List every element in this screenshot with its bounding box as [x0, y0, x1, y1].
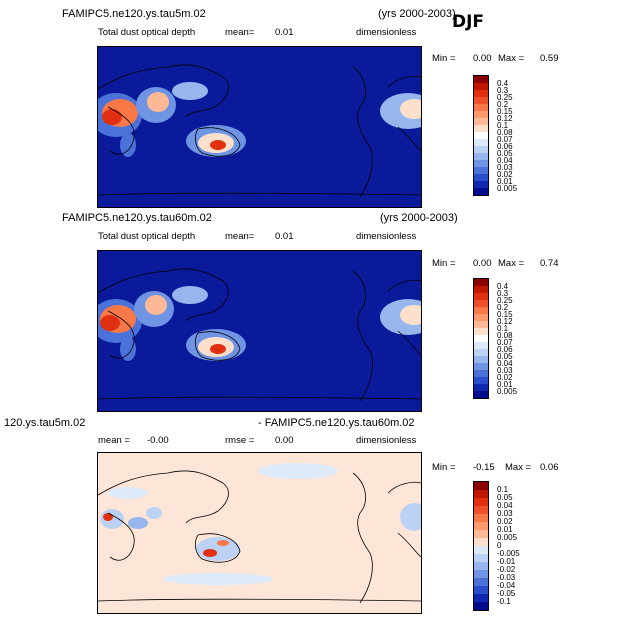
- panel2-dust-field: [98, 286, 421, 361]
- panel3-cbar-label: -0.05: [497, 589, 516, 598]
- panel2-cbar-label: 0.005: [497, 387, 518, 396]
- panel3-units: dimensionless: [356, 435, 417, 446]
- panel3-rmse-value: 0.00: [275, 435, 294, 446]
- panel3-map: [97, 452, 422, 614]
- panel1-min-label: Min =: [432, 53, 456, 64]
- panel3-cbar-label: -0.1: [497, 597, 511, 606]
- panel1-map: [97, 46, 422, 208]
- panel1-cbar-label: 0.04: [497, 156, 513, 165]
- panel3-cbar-label: 0.02: [497, 517, 513, 526]
- panel2-cbar-label: 0.1: [497, 324, 509, 333]
- panel3-mean-value: -0.00: [147, 435, 169, 446]
- panel2-run-label: FAMIPC5.ne120.ys.tau60m.02: [62, 212, 212, 224]
- panel1-units: dimensionless: [356, 27, 417, 38]
- panel2-cbar-label: 0.05: [497, 352, 513, 361]
- panel1-cbar-label: 0.4: [497, 79, 509, 88]
- panel2-cbar-label: 0.06: [497, 345, 513, 354]
- panel2-cbar-label: 0.02: [497, 373, 513, 382]
- panel2-max-label: Max =: [498, 258, 525, 269]
- panel1-cbar-label: 0.05: [497, 149, 513, 158]
- panel3-cbar-label: -0.01: [497, 557, 516, 566]
- panel1-cbar-label: 0.02: [497, 170, 513, 179]
- panel1-mean-value: 0.01: [275, 27, 294, 38]
- panel2-cbar-label: 0.3: [497, 289, 509, 298]
- panel3-diff-field: [100, 463, 421, 585]
- panel2-cbar-label: 0.01: [497, 380, 513, 389]
- panel1-run-label: FAMIPC5.ne120.ys.tau5m.02: [62, 8, 206, 20]
- panel2-map: [97, 250, 422, 412]
- panel3-run-label: 120.ys.tau5m.02: [4, 417, 86, 429]
- panel2-variable: Total dust optical depth: [98, 231, 196, 242]
- panel3-cbar-label: 0.005: [497, 533, 518, 542]
- panel1-max-value: 0.59: [540, 53, 559, 64]
- panel1-variable: Total dust optical depth: [98, 27, 196, 38]
- panel3-cbar-label: -0.02: [497, 565, 516, 574]
- panel1-cbar-label: 0.1: [497, 121, 509, 130]
- panel3-cbar-label: 0.1: [497, 485, 509, 494]
- panel1-cbar-label: 0.07: [497, 135, 513, 144]
- panel2-cbar-label: 0.07: [497, 338, 513, 347]
- panel2-cbar-label: 0.25: [497, 296, 513, 305]
- panel3-max-value: 0.06: [540, 462, 559, 473]
- panel2-cbar-label: 0.08: [497, 331, 513, 340]
- panel2-cbar-label: 0.04: [497, 359, 513, 368]
- panel2-years: (yrs 2000-2003): [380, 212, 458, 224]
- panel2-min-label: Min =: [432, 258, 456, 269]
- panel3-cbar-label: 0.01: [497, 525, 513, 534]
- panel2-coastlines: [98, 268, 421, 402]
- panel3-min-label: Min =: [432, 462, 456, 473]
- panel1-cbar-label: 0.06: [497, 142, 513, 151]
- panel3-diff-label: - FAMIPC5.ne120.ys.tau60m.02: [258, 417, 415, 429]
- panel2-cbar-label: 0.4: [497, 282, 509, 291]
- panel1-cbar-label: 0.2: [497, 100, 509, 109]
- panel3-mean-label: mean =: [98, 435, 130, 446]
- panel2-units: dimensionless: [356, 231, 417, 242]
- panel1-years: (yrs 2000-2003): [378, 8, 456, 20]
- panel1-mean-label: mean=: [225, 27, 255, 38]
- panel1-cbar-label: 0.01: [497, 177, 513, 186]
- panel3-colorbar: [473, 481, 489, 611]
- panel1-colorbar: [473, 75, 489, 196]
- panel3-max-label: Max =: [505, 462, 532, 473]
- panel3-cbar-label: -0.04: [497, 581, 516, 590]
- panel3-rmse-label: rmse =: [225, 435, 255, 446]
- panel2-colorbar: [473, 278, 489, 399]
- panel1-min-value: 0.00: [473, 53, 492, 64]
- season-label: DJF: [452, 12, 485, 32]
- panel1-cbar-label: 0.25: [497, 93, 513, 102]
- panel2-cbar-label: 0.2: [497, 303, 509, 312]
- panel3-min-value: -0.15: [473, 462, 495, 473]
- panel1-max-label: Max =: [498, 53, 525, 64]
- panel3-cbar-label: 0.03: [497, 509, 513, 518]
- panel2-cbar-label: 0.12: [497, 317, 513, 326]
- panel3-cbar-label: -0.03: [497, 573, 516, 582]
- panel2-mean-label: mean=: [225, 231, 255, 242]
- panel3-cbar-label: -0.005: [497, 549, 520, 558]
- panel3-cbar-label: 0.05: [497, 493, 513, 502]
- panel1-cbar-label: 0.15: [497, 107, 513, 116]
- panel1-cbar-label: 0.03: [497, 163, 513, 172]
- panel1-coastlines: [98, 64, 421, 198]
- panel1-cbar-label: 0.12: [497, 114, 513, 123]
- panel3-cbar-label: 0: [497, 541, 502, 550]
- panel2-max-value: 0.74: [540, 258, 559, 269]
- panel2-cbar-label: 0.03: [497, 366, 513, 375]
- panel1-cbar-label: 0.005: [497, 184, 518, 193]
- panel1-cbar-label: 0.08: [497, 128, 513, 137]
- panel3-cbar-label: 0.04: [497, 501, 513, 510]
- panel1-cbar-label: 0.3: [497, 86, 509, 95]
- panel2-cbar-label: 0.15: [497, 310, 513, 319]
- panel2-min-value: 0.00: [473, 258, 492, 269]
- panel3-coastlines: [98, 470, 421, 604]
- panel2-mean-value: 0.01: [275, 231, 294, 242]
